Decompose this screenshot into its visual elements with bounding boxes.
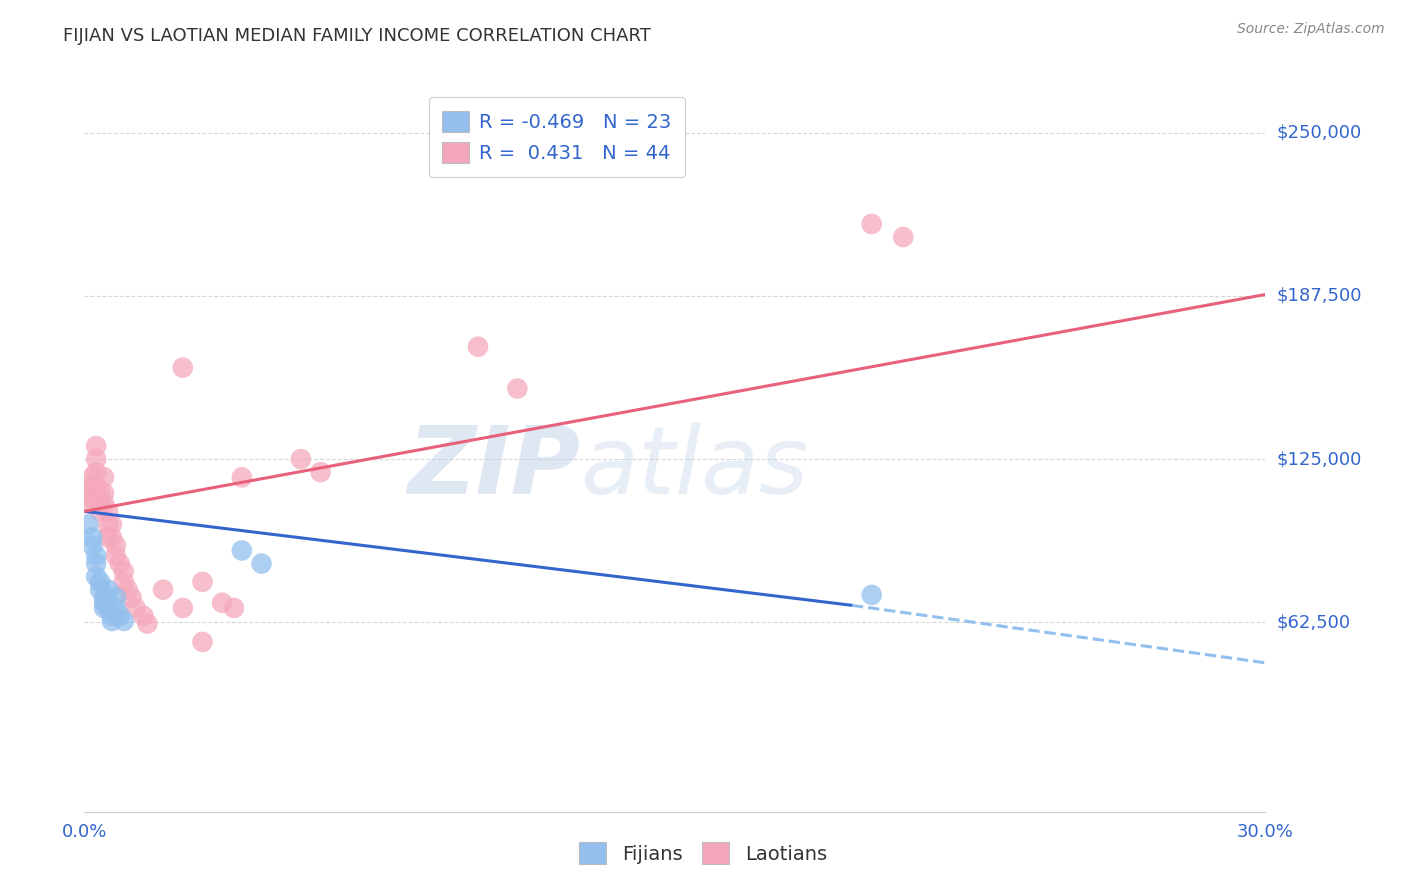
Point — [77, 496, 100, 510]
Point — [93, 601, 115, 615]
Point — [84, 439, 107, 453]
Point — [309, 465, 332, 479]
Legend: R = -0.469   N = 23, R =  0.431   N = 44: R = -0.469 N = 23, R = 0.431 N = 44 — [429, 97, 685, 177]
Point — [231, 543, 253, 558]
Point — [104, 591, 127, 605]
Point — [222, 601, 245, 615]
Point — [104, 549, 127, 563]
Point — [104, 538, 127, 552]
Point — [124, 601, 146, 615]
Point — [108, 557, 131, 571]
Point — [84, 478, 107, 492]
Point — [93, 591, 115, 605]
Point — [82, 478, 104, 492]
Point — [104, 601, 127, 615]
Point — [860, 217, 883, 231]
Point — [84, 569, 107, 583]
Point — [89, 504, 111, 518]
Point — [101, 530, 124, 544]
Point — [136, 616, 159, 631]
Point — [77, 517, 100, 532]
Text: Source: ZipAtlas.com: Source: ZipAtlas.com — [1237, 22, 1385, 37]
Point — [82, 491, 104, 506]
Point — [97, 601, 120, 615]
Point — [97, 504, 120, 518]
Point — [93, 486, 115, 500]
Point — [93, 596, 115, 610]
Point — [117, 582, 139, 597]
Point — [108, 608, 131, 623]
Point — [97, 591, 120, 605]
Legend: Fijians, Laotians: Fijians, Laotians — [569, 833, 837, 873]
Point — [112, 565, 135, 579]
Point — [84, 557, 107, 571]
Point — [101, 517, 124, 532]
Point — [93, 470, 115, 484]
Point — [89, 486, 111, 500]
Point — [82, 530, 104, 544]
Point — [84, 452, 107, 467]
Point — [172, 601, 194, 615]
Point — [860, 588, 883, 602]
Point — [84, 549, 107, 563]
Point — [467, 340, 489, 354]
Text: ZIP: ZIP — [408, 422, 581, 514]
Point — [89, 496, 111, 510]
Point — [101, 608, 124, 623]
Point — [191, 635, 214, 649]
Point — [97, 517, 120, 532]
Point — [82, 470, 104, 484]
Point — [101, 614, 124, 628]
Point — [97, 582, 120, 597]
Point — [121, 591, 143, 605]
Text: atlas: atlas — [581, 423, 808, 514]
Point — [84, 465, 107, 479]
Point — [191, 574, 214, 589]
Point — [172, 360, 194, 375]
Point — [231, 470, 253, 484]
Text: $187,500: $187,500 — [1277, 287, 1362, 305]
Point — [506, 382, 529, 396]
Point — [211, 596, 233, 610]
Point — [290, 452, 312, 467]
Point — [152, 582, 174, 597]
Text: $125,000: $125,000 — [1277, 450, 1362, 468]
Point — [89, 574, 111, 589]
Point — [89, 582, 111, 597]
Point — [112, 614, 135, 628]
Point — [132, 608, 155, 623]
Point — [82, 538, 104, 552]
Point — [112, 574, 135, 589]
Point — [250, 557, 273, 571]
Text: $250,000: $250,000 — [1277, 123, 1362, 142]
Text: FIJIAN VS LAOTIAN MEDIAN FAMILY INCOME CORRELATION CHART: FIJIAN VS LAOTIAN MEDIAN FAMILY INCOME C… — [63, 27, 651, 45]
Point — [93, 496, 115, 510]
Point — [97, 530, 120, 544]
Point — [77, 486, 100, 500]
Point — [891, 230, 914, 244]
Text: $62,500: $62,500 — [1277, 614, 1351, 632]
